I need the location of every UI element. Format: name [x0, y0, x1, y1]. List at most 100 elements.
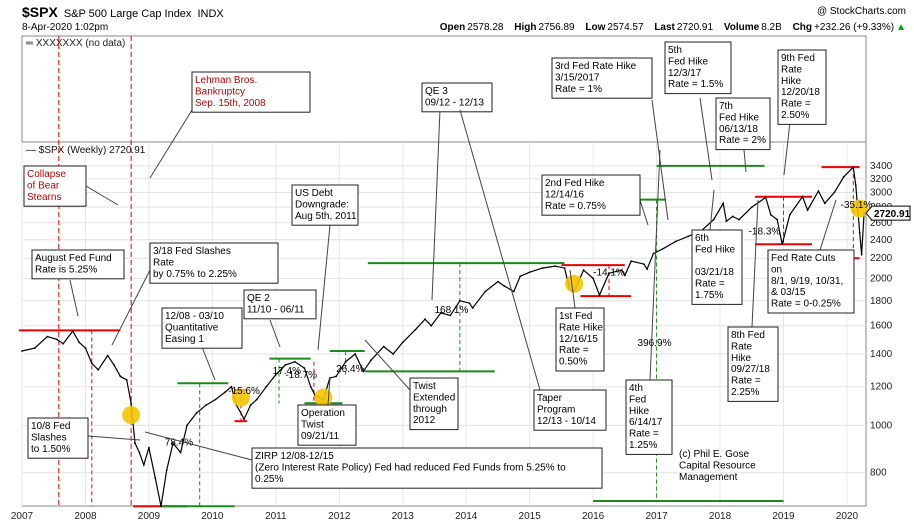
annotation-text: 11/10 - 06/11: [247, 304, 305, 315]
annotation-text: Lehman Bros.: [195, 75, 257, 86]
quote-line: Open 2578.28 High 2756.89 Low 2574.57 Last 2…: [440, 22, 906, 33]
annotation-leader: [649, 149, 661, 381]
annotation-text: on: [771, 264, 782, 275]
last-label: Last: [654, 22, 675, 33]
annotation-text: Rate: [781, 64, 803, 75]
annotation-text: 12/14/16: [545, 189, 584, 200]
annotation-text: through: [413, 404, 447, 415]
price-point: [134, 442, 136, 444]
high-label: High: [514, 22, 537, 33]
move-percent-label: -35.1%: [841, 200, 873, 211]
annotation-text: QE 2: [247, 293, 270, 304]
annotation-text: 12/3/17: [668, 68, 702, 79]
y-tick-label: 2000: [870, 273, 893, 284]
event-marker: [565, 274, 584, 293]
exchange: INDX: [197, 8, 224, 20]
annotation-box: [767, 249, 855, 314]
annotation-leader: [317, 224, 331, 351]
annotation-text: Rate: [153, 257, 175, 268]
price-point: [382, 345, 385, 348]
price-point: [195, 412, 198, 414]
annotation-text: Rate = 0.75%: [545, 201, 606, 212]
annotation-leader: [569, 269, 576, 309]
high-value: 2756.89: [538, 22, 575, 33]
chart-header: $SPX S&P 500 Large Cap Index INDX 8-Apr-20…: [0, 0, 914, 34]
price-point: [125, 378, 128, 381]
price-point: [858, 231, 861, 234]
annotation-text: 9th Fed: [781, 53, 815, 64]
price-point: [344, 360, 347, 363]
price-point: [582, 269, 585, 271]
price-point: [592, 277, 594, 280]
annotation-text: Quantitative: [165, 322, 219, 333]
price-point: [652, 252, 655, 255]
annotation-leader: [69, 279, 79, 317]
x-tick-label: 2015: [519, 511, 542, 522]
price-point: [781, 243, 784, 246]
annotation-text: 10/8 Fed: [31, 421, 70, 432]
price-point: [62, 342, 65, 345]
price-point: [497, 280, 499, 283]
annotation-text: 12/20/18: [781, 87, 820, 98]
price-point: [449, 314, 452, 317]
price-point: [788, 213, 791, 216]
price-point: [84, 347, 87, 349]
annotation-leader: [87, 435, 141, 441]
chg-value: +232.26 (+9.33%): [814, 22, 895, 33]
move-percent-label: -18.7%: [285, 370, 317, 381]
event-marker: [231, 388, 250, 407]
price-point: [113, 364, 115, 366]
annotation-leader: [431, 109, 441, 301]
price-point: [430, 324, 433, 327]
annotation-text: QE 3: [425, 86, 448, 97]
annotation-leader: [743, 149, 747, 173]
annotation-leader: [459, 109, 541, 391]
annotation-text: 7th: [719, 101, 733, 112]
annotation-leader: [85, 185, 119, 206]
y-tick-label: 800: [870, 468, 887, 479]
annotation-text: 1.75%: [695, 290, 723, 301]
x-tick-label: 2020: [836, 511, 859, 522]
annotation-box: [23, 165, 87, 207]
price-point: [56, 338, 58, 341]
x-tick-label: 2013: [392, 511, 415, 522]
move-percent-label: 26.4%: [336, 364, 364, 375]
price-point: [392, 353, 395, 355]
move-percent-label: 17.4%: [273, 366, 301, 377]
x-tick-label: 2009: [138, 511, 161, 522]
price-point: [801, 195, 804, 198]
annotation-box: [727, 326, 779, 402]
annotation-text: Stearns: [27, 192, 61, 203]
price-point: [528, 271, 531, 274]
chg-label: Chg: [792, 22, 813, 33]
price-point: [401, 341, 404, 344]
annotation-box: [27, 417, 89, 459]
annotation-text: Slashes: [31, 432, 67, 443]
price-point: [46, 335, 49, 338]
price-point: [255, 398, 258, 401]
y-tick-label: 1400: [870, 349, 893, 360]
annotation-text: 12/13 - 10/14: [537, 416, 596, 427]
annotation-leader: [149, 109, 193, 179]
annotation-text: 3/18 Fed Slashes: [153, 246, 231, 257]
annotation-text: 2012: [413, 415, 436, 426]
price-point: [97, 368, 100, 371]
annotation-text: Hike: [731, 353, 751, 364]
y-tick-label: 2400: [870, 235, 893, 246]
annotation-text: by 0.75% to 2.25%: [153, 269, 237, 280]
annotation-leader: [327, 377, 331, 406]
annotation-text: 5th: [668, 45, 682, 56]
move-percent-label: 396.9%: [638, 338, 672, 349]
price-point: [608, 272, 610, 275]
annotation-leader: [639, 199, 649, 226]
price-point: [274, 373, 277, 376]
annotation-text: Fed Hike: [719, 112, 759, 123]
copyright: @ StockCharts.com: [816, 6, 906, 17]
price-point: [750, 206, 753, 209]
annotation-text: Rate Hike: [559, 322, 603, 333]
annotation-text: 12/08 - 03/10: [165, 311, 224, 322]
price-point: [687, 235, 690, 238]
x-tick-label: 2019: [772, 511, 795, 522]
price-point: [179, 451, 182, 454]
price-point: [662, 247, 664, 250]
